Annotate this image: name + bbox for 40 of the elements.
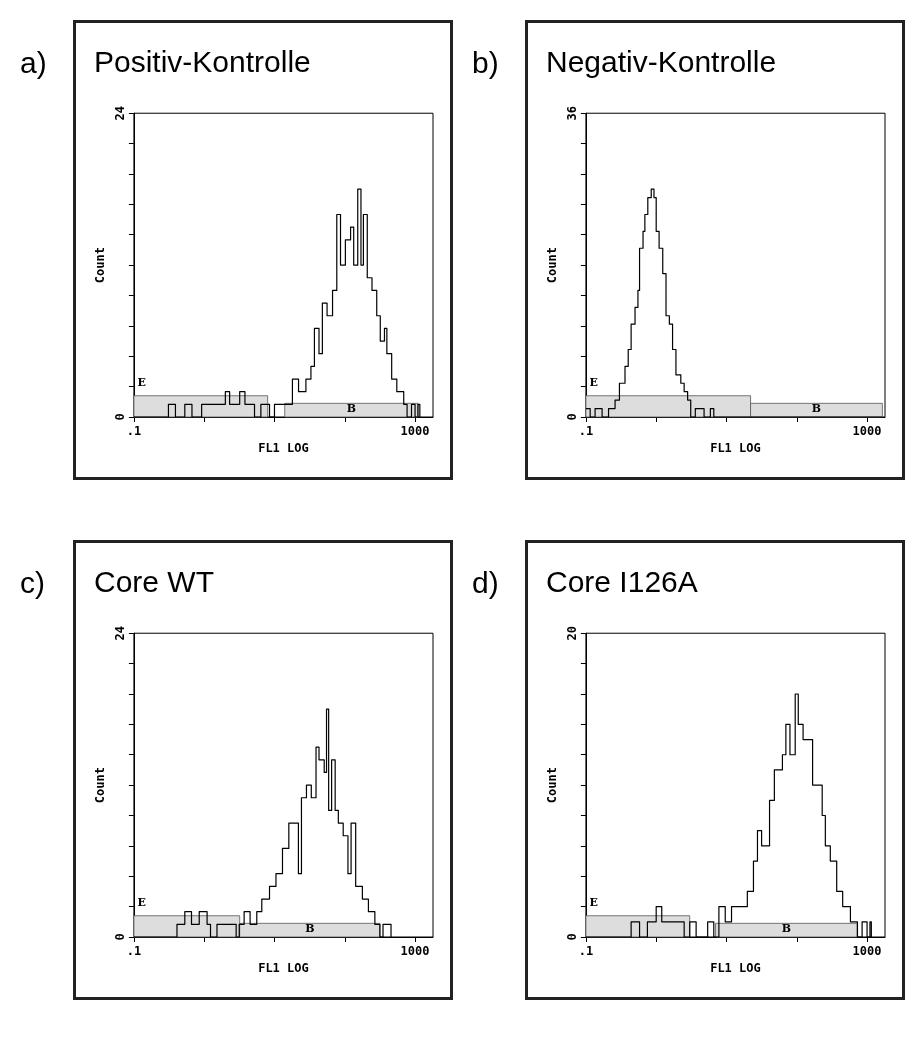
text: b) (472, 46, 499, 80)
x-tick-label: .1 (126, 424, 142, 438)
y-axis-title: Count (93, 767, 107, 804)
x-tick-label: 1000 (852, 944, 882, 958)
x-tick-label: 1000 (400, 944, 430, 958)
band-label: E (137, 896, 146, 910)
y-axis-title: Count (545, 767, 559, 804)
y-tick-label: 24 (112, 626, 127, 641)
x-axis-title: FL1 LOG (710, 440, 761, 455)
text: d) (472, 566, 499, 600)
band-label: B (305, 921, 315, 935)
y-axis-title: Count (93, 247, 107, 284)
y-tick-label: 20 (564, 626, 579, 641)
x-axis-title: FL1 LOG (258, 440, 309, 455)
chart-title: Positiv-Kontrolle (94, 45, 311, 79)
x-tick-label: .1 (578, 944, 594, 958)
chart-title: Core I126A (546, 565, 698, 599)
x-axis-title: FL1 LOG (258, 960, 309, 975)
y-tick-label: 0 (112, 933, 127, 941)
y-axis-title: Count (545, 247, 559, 284)
y-tick-label: 0 (112, 413, 127, 421)
x-tick-label: 1000 (852, 424, 882, 438)
x-tick-label: 1000 (400, 424, 430, 438)
band-label: B (811, 401, 822, 415)
y-tick-label: 0 (564, 413, 579, 421)
y-tick-label: 24 (112, 106, 127, 121)
text: a) (20, 46, 47, 80)
band-label: B (781, 921, 792, 935)
chart-title: Core WT (94, 565, 214, 599)
x-axis-title: FL1 LOG (710, 960, 761, 975)
band-label: E (589, 376, 598, 390)
y-tick-label: 0 (564, 933, 579, 941)
band-label: B (346, 401, 357, 415)
x-tick-label: .1 (578, 424, 594, 438)
y-tick-label: 36 (564, 106, 579, 121)
chart-title: Negativ-Kontrolle (546, 45, 777, 79)
x-tick-label: .1 (126, 944, 142, 958)
text: c) (20, 566, 45, 600)
band-label: E (137, 376, 146, 390)
band-label: E (589, 896, 598, 910)
